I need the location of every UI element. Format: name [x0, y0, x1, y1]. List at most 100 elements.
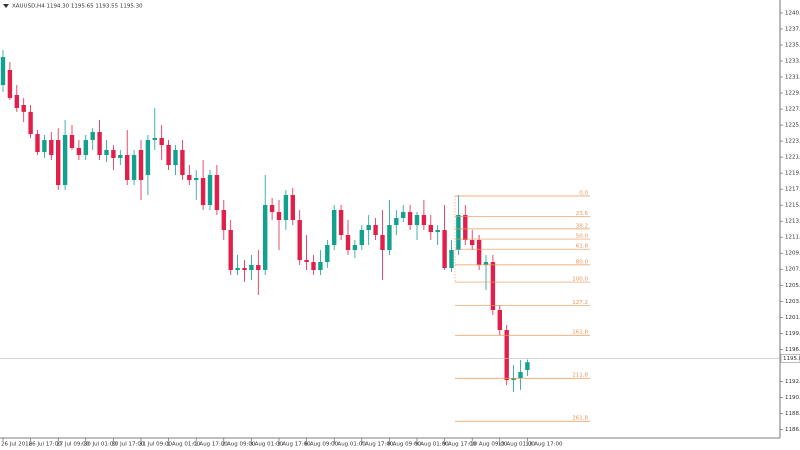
candle-body: [131, 155, 137, 181]
y-tick-label: 1201.05: [785, 315, 800, 321]
menu-arrow: [3, 4, 9, 8]
candle-body: [463, 215, 468, 241]
candle-body: [338, 210, 344, 236]
candle-body: [228, 230, 233, 271]
candle-body: [470, 240, 475, 246]
candle-body: [428, 225, 433, 233]
y-tick-label: 1190.80: [785, 395, 800, 401]
candle-body: [242, 267, 247, 271]
fib-label: 38.2: [576, 223, 588, 229]
y-tick-label: 1217.45: [785, 187, 800, 193]
candle-body: [111, 150, 116, 158]
candle-body: [173, 150, 178, 166]
candle-body: [283, 195, 289, 221]
candle-body: [401, 212, 406, 218]
candle-body: [490, 262, 496, 311]
candle-body: [249, 265, 254, 271]
candle-body: [194, 177, 199, 181]
candle-body: [476, 240, 482, 266]
fib-label: 211.8: [572, 373, 588, 379]
y-tick-label: 1199.00: [785, 331, 800, 337]
candle-body: [166, 145, 171, 166]
candle-body: [159, 137, 164, 146]
y-tick-label: 1215.40: [785, 203, 800, 209]
candle-body: [97, 132, 102, 156]
x-tick-label: 6 Aug 09:00: [305, 442, 339, 448]
candle-body: [366, 225, 371, 231]
y-tick-label: 1188.75: [785, 411, 800, 417]
candle-body: [200, 177, 206, 206]
candle-body: [263, 205, 268, 271]
fib-label: 61.8: [576, 244, 589, 250]
candle-body: [332, 210, 337, 246]
candle-body: [311, 262, 316, 271]
fib-label: 80.0: [576, 259, 589, 265]
candle-body: [497, 310, 502, 331]
y-tick-label: 1229.75: [785, 91, 800, 97]
y-tick-label: 1219.50: [785, 171, 800, 177]
candle-body: [90, 132, 95, 141]
candle-body: [421, 215, 427, 226]
x-tick-label: 30 Jul 01:00: [84, 442, 117, 448]
candle-body: [435, 230, 440, 233]
x-tick-label: 30 Jul 17:00: [111, 442, 144, 448]
chart-title: XAUUSD,H4 1194.30 1195.65 1193.55 1195.3…: [12, 4, 143, 10]
y-tick-label: 1209.25: [785, 251, 800, 257]
candle-body: [304, 260, 309, 263]
candle-body: [69, 135, 75, 148]
candle-body: [62, 135, 68, 186]
y-tick-label: 1207.20: [785, 267, 800, 273]
candle-body: [28, 111, 33, 135]
fib-label: 127.2: [572, 300, 588, 306]
candle-body: [7, 70, 13, 98]
candle-body: [138, 150, 144, 181]
x-tick-label: 3 Aug 01:00: [249, 442, 283, 448]
x-tick-label: 1 Aug 17:00: [194, 442, 228, 448]
candle-body: [145, 140, 151, 176]
candle-body: [235, 267, 240, 271]
candle-body: [152, 137, 157, 141]
candle-body: [518, 372, 523, 378]
y-tick-label: 1205.15: [785, 283, 800, 289]
fib-label: 261.8: [572, 416, 588, 422]
fib-label: 23.6: [576, 211, 589, 217]
candle-body: [511, 377, 516, 381]
x-tick-label: 27 Jul 09:00: [56, 442, 89, 448]
candle-body: [180, 150, 185, 176]
candle-body: [14, 95, 19, 108]
y-tick-label: 1203.10: [785, 299, 800, 305]
fib-label: 0.0: [579, 191, 588, 197]
candle-body: [207, 175, 213, 206]
candle-body: [504, 330, 509, 381]
x-tick-label: 26 Jul 17:00: [29, 442, 62, 448]
y-tick-label: 1237.95: [785, 26, 800, 32]
candle-body: [118, 155, 123, 158]
candle-body: [276, 212, 282, 221]
y-tick-label: 1211.30: [785, 235, 800, 241]
candle-body: [56, 140, 61, 186]
candle-body: [21, 105, 26, 112]
candle-body: [269, 205, 275, 213]
x-tick-label: 7 Aug 01:00: [332, 442, 366, 448]
x-tick-label: 13 Aug 17:00: [525, 442, 563, 448]
candle-body: [456, 215, 461, 251]
candle-body: [187, 175, 192, 181]
candle-body: [449, 250, 454, 268]
candle-body: [49, 140, 54, 156]
x-tick-label: 26 Jul 2018: [1, 442, 33, 448]
candle-body: [104, 150, 109, 156]
x-tick-label: 10 Aug 09:00: [470, 442, 508, 448]
x-tick-label: 7 Aug 17:00: [360, 442, 394, 448]
x-tick-label: 8 Aug 09:00: [387, 442, 421, 448]
y-tick-label: 1235.90: [785, 43, 800, 49]
fib-label: 100.0: [572, 277, 588, 283]
candle-body: [256, 265, 261, 271]
y-tick-label: 1240.00: [785, 10, 800, 16]
y-tick-label: 1192.85: [785, 379, 800, 385]
candle-body: [345, 235, 351, 251]
candle-body: [42, 140, 47, 153]
y-tick-label: 1227.70: [785, 107, 800, 113]
fib-label: 50.0: [576, 234, 589, 240]
